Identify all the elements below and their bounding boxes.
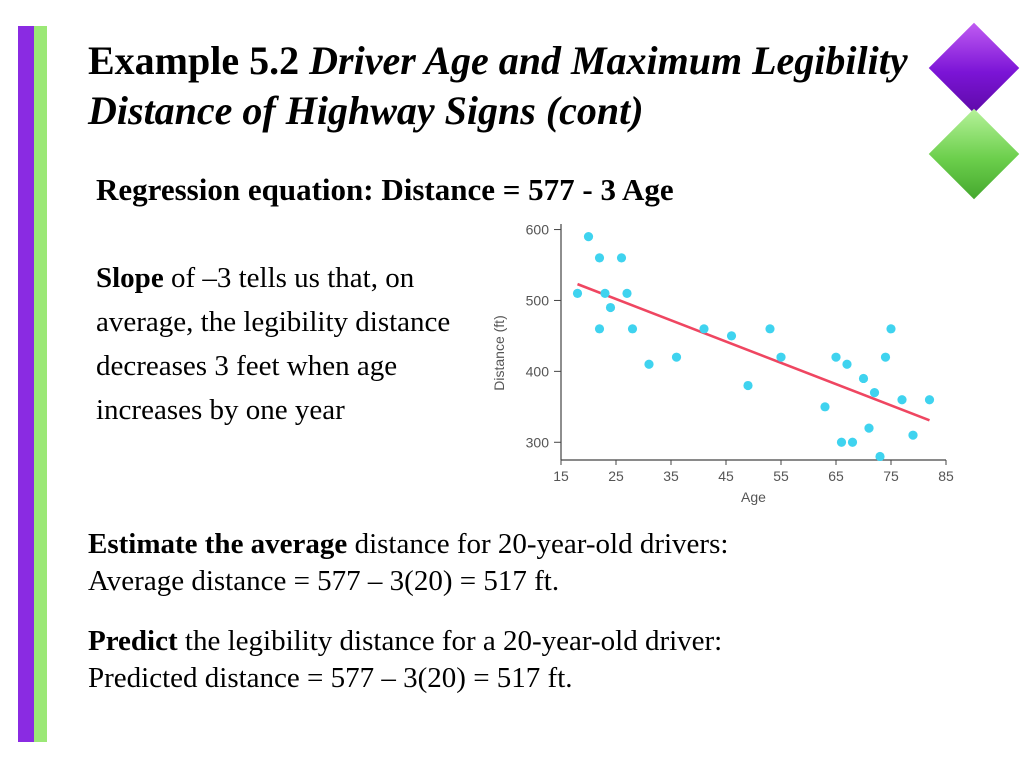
data-point	[644, 359, 654, 369]
data-point	[699, 324, 709, 334]
purple-diamond-decoration	[928, 22, 1020, 114]
data-point	[583, 232, 594, 242]
data-point	[605, 302, 616, 313]
data-point	[743, 380, 753, 391]
title-example-number: Example 5.2	[88, 38, 300, 83]
slope-lead: Slope	[96, 262, 164, 294]
estimate-calculation: Average distance = 577 – 3(20) = 517 ft.	[88, 565, 560, 597]
regression-line	[577, 282, 930, 422]
data-point	[880, 352, 891, 362]
x-tick-label: 65	[828, 468, 844, 484]
x-tick-label: 55	[773, 468, 789, 484]
data-point	[572, 288, 583, 298]
title-subtitle: Driver Age and Maximum Legibility Distan…	[88, 38, 908, 133]
data-point	[886, 324, 896, 334]
regression-equation: Regression equation: Distance = 577 - 3 …	[96, 172, 674, 207]
data-point	[864, 423, 874, 433]
predict-rest: the legibility distance for a 20-year-ol…	[177, 625, 723, 657]
data-point	[627, 324, 638, 334]
x-tick-label: 15	[553, 468, 569, 484]
green-diamond-decoration	[928, 108, 1020, 200]
estimate-paragraph: Estimate the average distance for 20-yea…	[88, 526, 728, 600]
data-point	[594, 324, 605, 334]
x-axis-label: Age	[741, 489, 766, 505]
x-tick-label: 45	[718, 468, 734, 484]
slide-title: Example 5.2 Driver Age and Maximum Legib…	[88, 36, 928, 136]
predict-paragraph: Predict the legibility distance for a 20…	[88, 623, 722, 697]
estimate-lead: Estimate the average	[88, 528, 348, 560]
y-axis-label: Distance (ft)	[491, 315, 507, 390]
data-point	[726, 331, 737, 341]
data-point	[765, 324, 775, 334]
data-point	[924, 395, 935, 405]
left-accent-bar-purple	[18, 26, 34, 742]
y-tick-label: 500	[526, 292, 550, 308]
data-point	[776, 352, 786, 362]
predict-calculation: Predicted distance = 577 – 3(20) = 517 f…	[88, 662, 573, 694]
data-point	[847, 437, 858, 447]
x-tick-label: 35	[663, 468, 679, 484]
y-tick-label: 600	[526, 222, 550, 238]
data-point	[836, 437, 847, 447]
x-tick-label: 85	[938, 468, 954, 484]
left-accent-bar-green	[34, 26, 47, 742]
data-point	[858, 373, 869, 384]
data-point	[897, 395, 907, 405]
data-point	[600, 288, 610, 298]
data-point	[594, 253, 605, 263]
estimate-rest: distance for 20-year-old drivers:	[347, 528, 729, 560]
data-point	[622, 288, 632, 298]
x-tick-label: 75	[883, 468, 899, 484]
data-point	[908, 430, 918, 440]
slope-explanation: Slope of –3 tells us that, on average, t…	[96, 256, 476, 432]
data-point	[831, 352, 841, 362]
predict-lead: Predict	[88, 625, 178, 657]
data-point	[820, 402, 830, 412]
y-tick-label: 400	[526, 363, 550, 379]
data-point	[671, 352, 682, 362]
x-tick-label: 25	[608, 468, 624, 484]
scatter-chart: 15 25 35 45 55 65 75 85 300 400 500 600 Age Distance …	[491, 222, 954, 505]
data-point	[875, 451, 885, 462]
data-point	[869, 388, 880, 398]
slope-rest: of –3 tells us that, on average, the leg…	[96, 262, 451, 426]
data-point	[616, 253, 627, 263]
data-point	[842, 359, 852, 369]
y-tick-label: 300	[526, 434, 550, 450]
